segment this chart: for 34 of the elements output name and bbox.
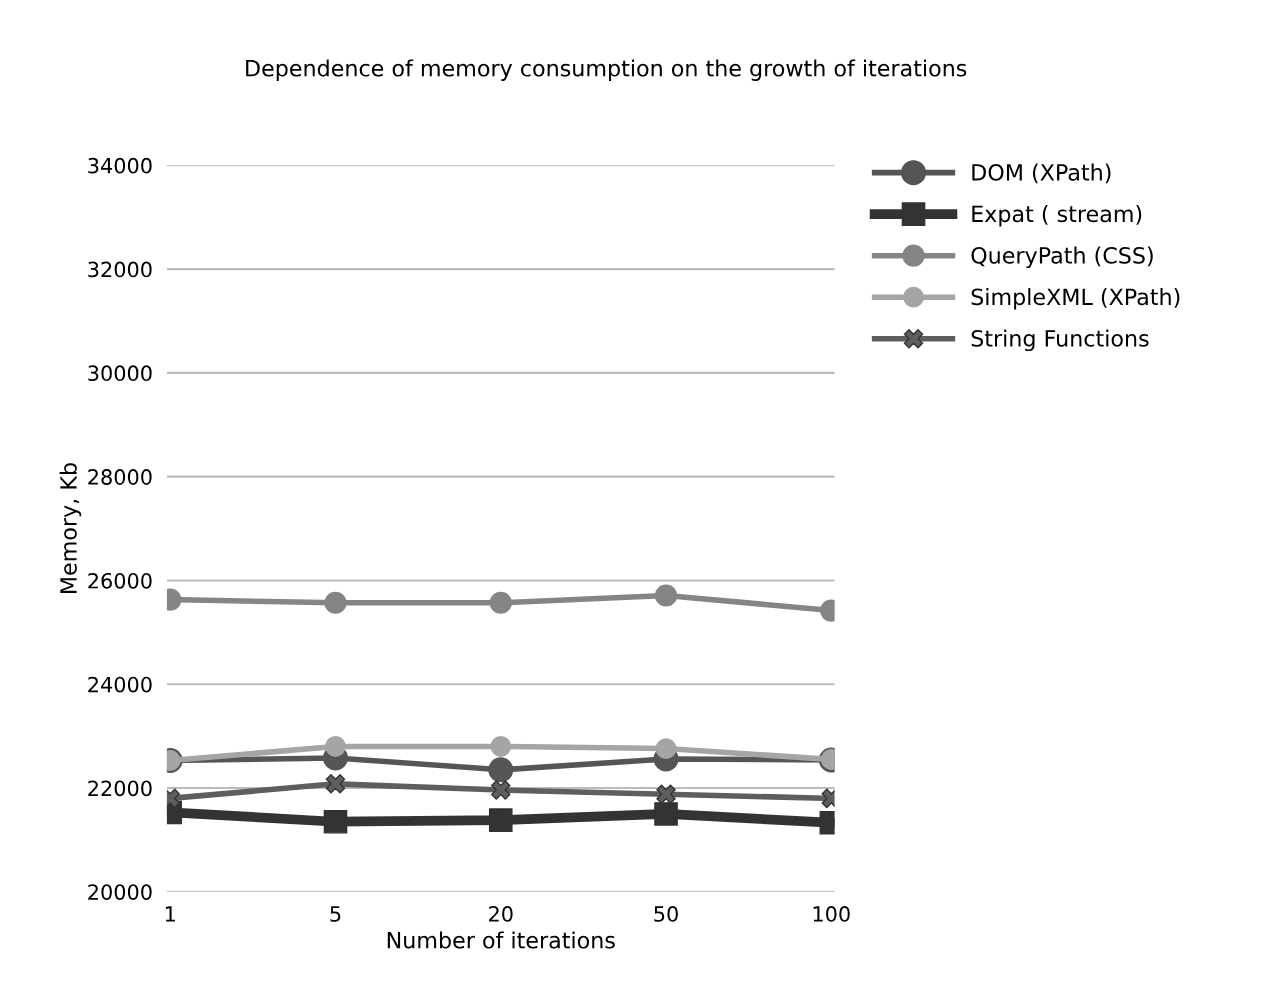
y-tick-label: 22000 [88,780,152,797]
point [656,784,676,804]
legend-label: QueryPath (CSS) [971,246,1153,269]
x-axis-title: Number of iterations [387,931,615,949]
point [323,809,348,834]
point [654,584,678,607]
point [491,780,511,800]
point [490,736,512,757]
y-tick-label: 24000 [88,676,152,693]
y-tick-label: 32000 [88,261,152,278]
point [488,757,514,783]
legend-label: DOM (XPath) [972,163,1111,184]
point [324,591,347,614]
point [655,738,677,759]
y-tick-label: 28000 [88,469,152,485]
chart-title: Dependence of memory consumption on the growth of iterations [246,59,967,81]
y-tick-label: 34000 [88,157,152,174]
point [325,774,346,794]
x-tick-label: 100 [813,906,850,922]
point [489,591,512,614]
x-tick-label: 20 [489,906,513,922]
point [654,802,678,826]
y-tick-label: 20000 [88,884,152,900]
y-tick-label: 30000 [88,365,152,382]
point [325,736,346,757]
legend-label: Expat ( stream) [972,205,1142,227]
x-tick-label: 5 [330,906,341,922]
point [488,808,513,832]
x-tick-label: 50 [654,906,678,922]
legend-label: String Functions [971,329,1149,352]
legend-label: SimpleXML (XPath) [971,288,1180,310]
x-tick-label: 1 [165,906,175,922]
y-tick-label: 26000 [88,572,152,589]
y-axis-title: Memory, Kb [59,463,82,593]
